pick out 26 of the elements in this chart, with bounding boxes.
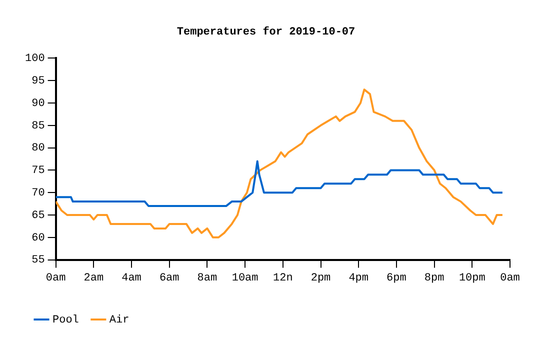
x-tick-label: 10pm — [458, 272, 486, 284]
x-tick-label: 0am — [500, 272, 520, 284]
y-tick-label: 90 — [32, 98, 45, 110]
legend-label: Pool — [52, 314, 79, 326]
x-tick-label: 12n — [272, 272, 293, 284]
y-tick-label: 100 — [24, 53, 45, 66]
x-tick-label: 4pm — [348, 272, 369, 284]
x-tick-label: 4am — [122, 272, 142, 284]
x-tick-label: 2pm — [310, 272, 332, 284]
y-tick-label: 95 — [32, 76, 45, 88]
y-tick-label: 60 — [32, 232, 45, 244]
x-tick-label: 6pm — [386, 272, 407, 284]
legend-label: Air — [109, 314, 130, 326]
y-tick-label: 55 — [32, 254, 45, 267]
x-tick-label: 8pm — [424, 272, 445, 284]
x-tick-label: 6am — [159, 272, 180, 284]
y-tick-label: 75 — [32, 165, 45, 178]
x-tick-label: 2am — [84, 272, 104, 284]
x-tick-label: 0am — [46, 272, 66, 284]
x-tick-label: 8am — [197, 272, 218, 284]
y-tick-label: 70 — [32, 188, 45, 200]
x-tick-label: 10am — [232, 272, 259, 284]
y-tick-label: 80 — [32, 142, 45, 155]
y-tick-label: 85 — [32, 120, 45, 132]
chart-title: Temperatures for 2019-10-07 — [176, 25, 356, 38]
y-tick-label: 65 — [32, 210, 45, 222]
